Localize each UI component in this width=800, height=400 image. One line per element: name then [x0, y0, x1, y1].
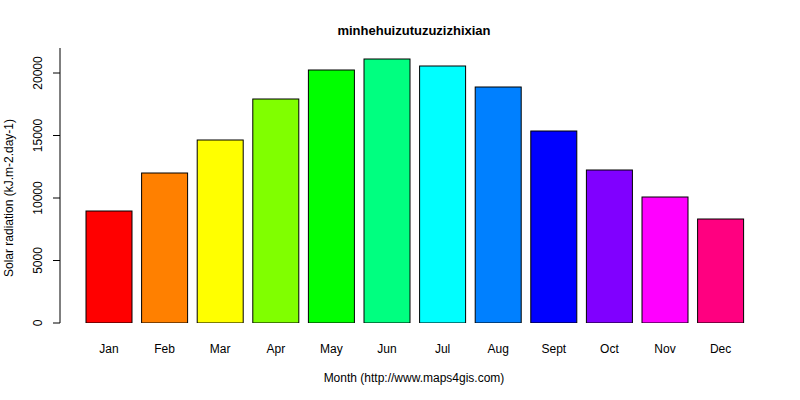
x-tick-label: Sept: [541, 342, 566, 356]
y-tick: [53, 135, 60, 136]
x-tick-label: Nov: [654, 342, 675, 356]
title: minhehuizutuzuzizhixian: [337, 23, 490, 38]
x-tick-label: Mar: [210, 342, 231, 356]
x-tick-label: May: [320, 342, 343, 356]
x-tick-label: Jul: [435, 342, 450, 356]
bar: [308, 70, 354, 323]
bar: [420, 66, 466, 323]
bar: [586, 170, 632, 323]
bar: [253, 99, 299, 323]
bar: [86, 211, 132, 323]
bar: [142, 173, 188, 323]
x-tick-label: Feb: [154, 342, 175, 356]
y-tick-label: 15000: [31, 118, 45, 152]
chart: minhehuizutuzuzizhixian Jan Feb Mar Apr May Ju…: [0, 0, 800, 400]
y-tick-label: 10000: [31, 181, 45, 215]
x-tick-label: Dec: [710, 342, 731, 356]
y-tick-label: 5000: [31, 247, 45, 274]
x-tick-label: Oct: [600, 342, 619, 356]
bar: [475, 87, 521, 323]
y-tick: [53, 260, 60, 261]
bar: [531, 131, 577, 323]
bars: [86, 59, 744, 323]
y-tick: [53, 73, 60, 74]
bar: [197, 140, 243, 323]
y-tick: [53, 198, 60, 199]
y-axis-label: Solar radiation (kJ.m-2.day-1): [2, 119, 16, 277]
x-tick-label: Jan: [99, 342, 118, 356]
x-tick-label: Aug: [488, 342, 509, 356]
bar: [698, 219, 744, 323]
y-tick-label: 0: [31, 319, 45, 326]
x-axis-label: Month (http://www.maps4gis.com): [324, 371, 505, 385]
y-axis: [60, 48, 61, 323]
y-tick-label: 20000: [31, 56, 45, 90]
x-tick-label: Jun: [377, 342, 396, 356]
y-tick: [53, 323, 60, 324]
bar: [642, 197, 688, 323]
bar: [364, 59, 410, 323]
x-tick-label: Apr: [266, 342, 285, 356]
